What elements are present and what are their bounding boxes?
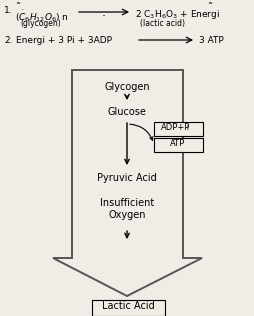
- Text: $(\dot{C}_6H_{12}O_6)$ n: $(\dot{C}_6H_{12}O_6)$ n: [15, 8, 69, 23]
- Text: ˜: ˜: [207, 3, 212, 13]
- FancyBboxPatch shape: [153, 137, 202, 151]
- Text: Lactic Acid: Lactic Acid: [102, 301, 154, 311]
- Text: 3 ATP: 3 ATP: [199, 36, 224, 45]
- Text: 1.: 1.: [4, 6, 13, 15]
- Text: Glucose: Glucose: [107, 107, 147, 117]
- Text: 2.: 2.: [4, 36, 12, 45]
- Text: ATP: ATP: [170, 139, 186, 148]
- Text: ADP+P: ADP+P: [161, 123, 191, 132]
- Text: ˜: ˜: [15, 3, 20, 13]
- Text: Glycogen: Glycogen: [104, 82, 150, 92]
- Text: i: i: [186, 125, 188, 131]
- Text: Insufficient
Oxygen: Insufficient Oxygen: [100, 198, 154, 220]
- FancyBboxPatch shape: [153, 121, 202, 136]
- FancyBboxPatch shape: [91, 300, 165, 315]
- Text: 2 C$_3$H$_6$O$_3$ + Energi: 2 C$_3$H$_6$O$_3$ + Energi: [135, 8, 220, 21]
- Text: .: .: [102, 6, 106, 19]
- Text: Pyruvic Acid: Pyruvic Acid: [97, 173, 157, 183]
- Text: (glycogen): (glycogen): [20, 19, 61, 28]
- Text: (lactic acid): (lactic acid): [140, 19, 185, 28]
- Text: Energi + 3 Pi + 3ADP: Energi + 3 Pi + 3ADP: [16, 36, 112, 45]
- FancyArrowPatch shape: [130, 124, 153, 140]
